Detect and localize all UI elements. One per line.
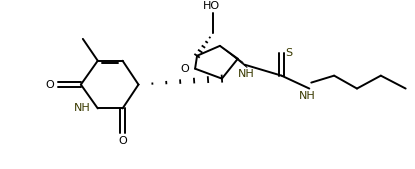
Text: NH: NH — [74, 103, 91, 113]
Text: O: O — [118, 136, 127, 146]
Text: NH: NH — [238, 69, 255, 79]
Polygon shape — [220, 46, 247, 68]
Text: NH: NH — [299, 91, 316, 102]
Text: HO: HO — [203, 1, 220, 11]
Text: O: O — [181, 64, 189, 74]
Text: O: O — [46, 80, 54, 90]
Text: S: S — [285, 48, 292, 58]
